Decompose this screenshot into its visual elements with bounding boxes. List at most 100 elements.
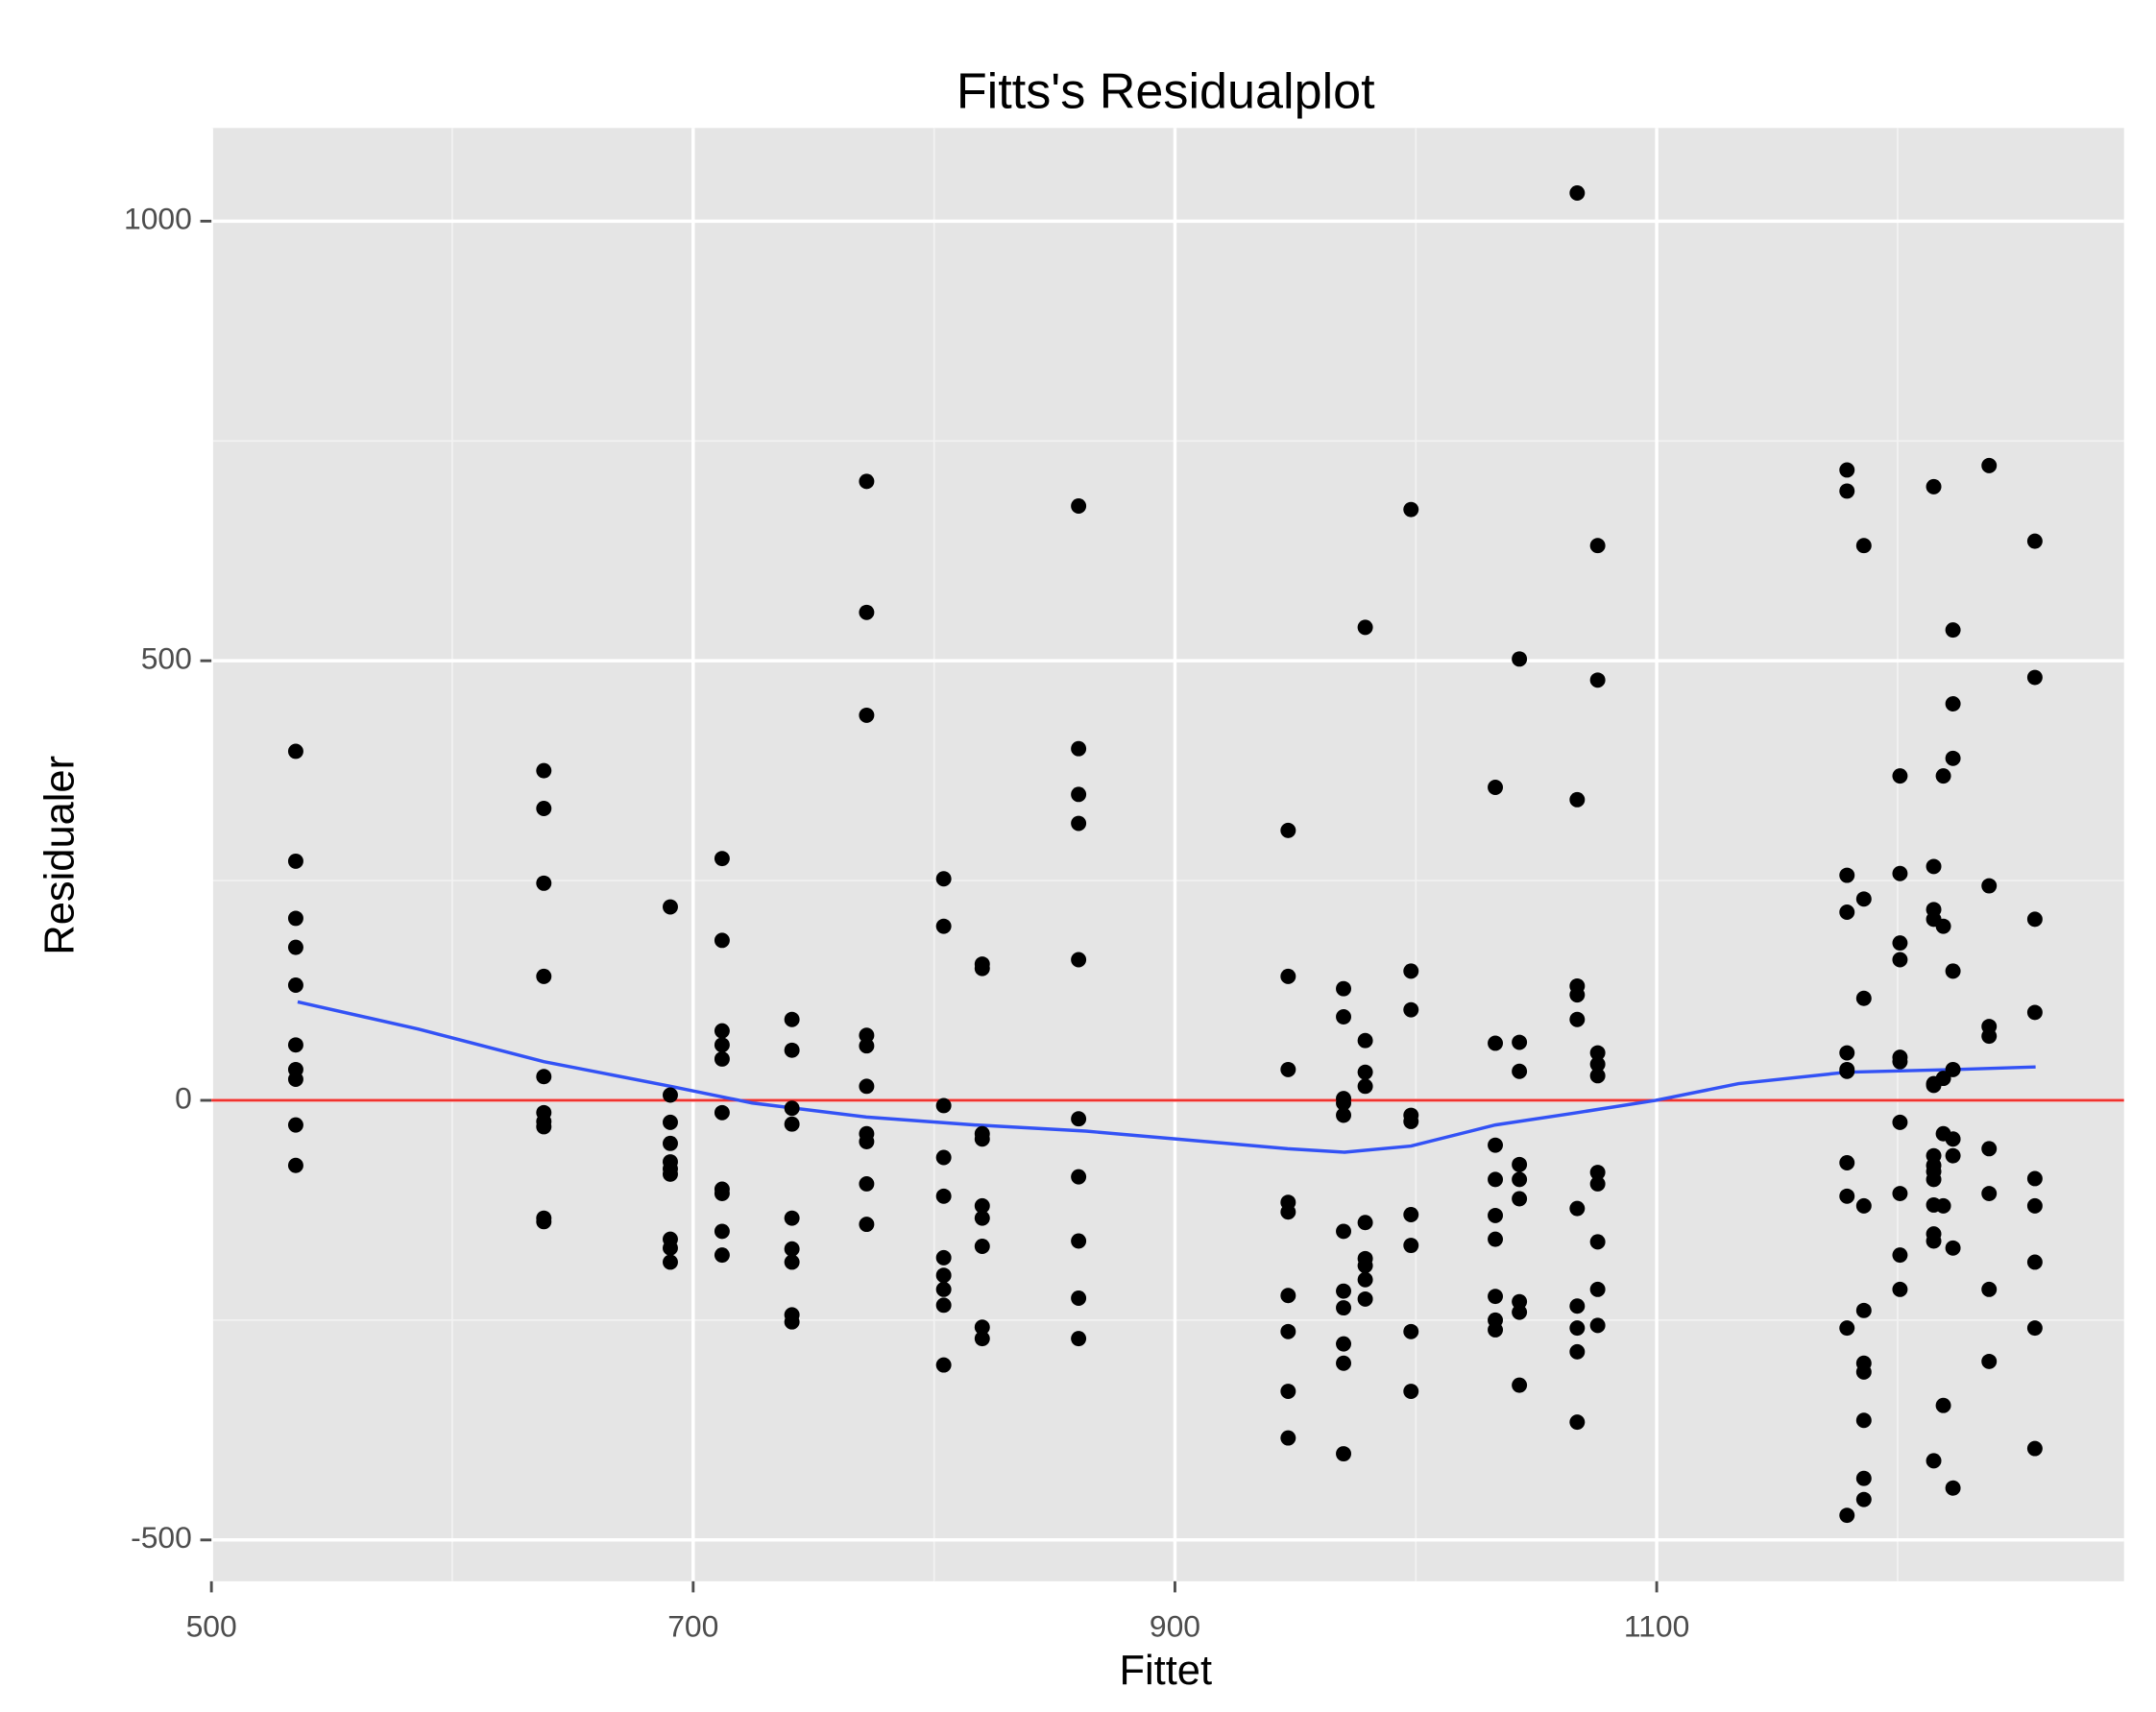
point [1512,651,1528,667]
point [1892,1186,1908,1201]
point [935,1149,952,1166]
point [1589,1068,1606,1084]
point [974,1131,990,1147]
x-tick-label: 700 [667,1609,718,1644]
point [663,899,678,915]
point [1945,1480,1961,1496]
point [935,1097,952,1114]
point [1336,1300,1351,1316]
point [859,1134,875,1149]
point [1403,501,1419,518]
point [935,1297,952,1314]
point [1569,185,1586,201]
point [1839,483,1855,499]
point [974,1210,990,1226]
point [1892,865,1908,881]
point [1336,1223,1351,1240]
point [1839,1320,1855,1337]
point [935,871,952,887]
point [1569,1011,1586,1027]
point [1488,1231,1504,1247]
point [1569,1298,1586,1314]
plot-panel [211,128,2124,1581]
x-axis-label: Fittet [1119,1648,1212,1694]
point [935,1249,952,1266]
point [1071,1290,1087,1306]
point [1892,768,1908,784]
point [1589,1234,1606,1250]
point [1569,1414,1586,1431]
point [1945,1240,1961,1256]
point [1855,1470,1872,1486]
point [1071,815,1087,832]
point [974,960,990,977]
point [1336,1009,1351,1025]
point [1488,1321,1504,1338]
point [1589,1317,1606,1334]
point [287,1037,303,1053]
point [1855,538,1872,554]
point [1280,1204,1296,1220]
point [1071,1111,1087,1127]
point [1336,1095,1351,1111]
point [2026,1320,2043,1337]
y-tick-label: 500 [141,641,192,676]
point [935,918,952,934]
point [536,1119,552,1135]
point [1945,963,1961,979]
point [2026,911,2043,928]
point [935,1281,952,1297]
point [1357,1032,1373,1049]
point [1855,1412,1872,1429]
point [2026,669,2043,686]
point [859,707,875,723]
point [1403,1384,1419,1400]
point [1357,1064,1373,1080]
point [714,1037,730,1053]
point [287,1117,303,1133]
point [1512,1377,1528,1393]
point [1945,622,1961,639]
point [663,1135,678,1151]
point [1981,1281,1998,1297]
point [1589,1175,1606,1192]
point [1336,1107,1351,1123]
point [1357,1078,1373,1095]
point [1512,1304,1528,1320]
y-tick-label: -500 [131,1520,192,1555]
point [663,1114,678,1130]
point [859,1038,875,1054]
point [1512,1293,1528,1310]
point [1280,1384,1296,1400]
point [714,1023,730,1039]
point [714,851,730,867]
x-tick-label: 900 [1150,1609,1200,1644]
point [714,1223,730,1240]
point [1839,1507,1855,1524]
point [1935,1197,1951,1214]
point [784,1116,800,1132]
point [1512,1156,1528,1172]
point [1280,968,1296,984]
point [1855,1491,1872,1507]
point [2026,1004,2043,1021]
point [714,1104,730,1121]
point [1945,1061,1961,1077]
point [935,1267,952,1284]
point [974,1319,990,1336]
point [1280,1323,1296,1339]
point [1855,1197,1872,1214]
point [1569,1343,1586,1360]
point [2026,1197,2043,1214]
point [1512,1191,1528,1207]
point [287,853,303,869]
point [1855,990,1872,1006]
point [1403,963,1419,979]
point [859,473,875,490]
point [784,1254,800,1270]
point [1357,1258,1373,1274]
point [859,1027,875,1044]
point [2026,1170,2043,1187]
point [935,1357,952,1373]
